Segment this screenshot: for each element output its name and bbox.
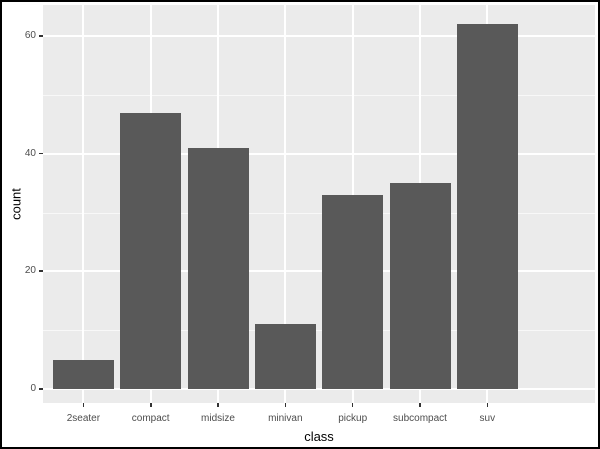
plot-panel	[43, 5, 595, 403]
x-tick-mark	[486, 403, 488, 407]
x-tick-label-suv: suv	[479, 413, 496, 424]
x-tick-mark	[351, 403, 354, 407]
y-minor-gridline	[43, 95, 595, 96]
y-tick-label: 0	[30, 383, 36, 394]
x-tick-label-compact: compact	[131, 413, 170, 424]
x-axis-title: class	[304, 429, 334, 444]
y-tick-label: 60	[24, 30, 36, 42]
y-minor-gridline	[43, 330, 595, 332]
y-tick-mark	[39, 388, 43, 390]
y-major-gridline	[43, 270, 595, 273]
y-tick-label: 20	[24, 265, 36, 277]
x-tick-mark	[217, 403, 219, 407]
x-tick-label-subcompact: subcompact	[393, 413, 447, 424]
x-tick-mark	[150, 403, 152, 407]
x-tick-label-midsize: midsize	[201, 413, 235, 424]
bar-2seater	[52, 359, 114, 389]
x-tick-mark	[284, 403, 287, 407]
y-tick-mark	[39, 152, 43, 155]
x-tick-label-2seater: 2seater	[66, 413, 101, 424]
y-major-gridline	[43, 152, 595, 155]
y-tick-mark	[39, 35, 43, 37]
bar-minivan	[254, 324, 316, 389]
y-major-gridline	[43, 388, 595, 390]
x-tick-label-pickup: pickup	[338, 413, 368, 424]
bar-pickup	[322, 195, 384, 389]
y-tick-mark	[39, 270, 43, 272]
x-tick-mark	[82, 403, 85, 407]
bar-suv	[456, 24, 518, 389]
y-major-gridline	[43, 35, 595, 38]
x-major-gridline	[284, 5, 287, 403]
y-tick-label: 40	[24, 147, 36, 159]
x-major-gridline	[82, 5, 85, 403]
y-minor-gridline	[43, 212, 595, 214]
y-axis-title: count	[8, 188, 24, 220]
bar-midsize	[187, 147, 249, 389]
x-tick-label-minivan: minivan	[268, 413, 303, 424]
bar-compact	[120, 112, 182, 389]
x-tick-mark	[419, 403, 421, 407]
bar-subcompact	[389, 183, 451, 389]
